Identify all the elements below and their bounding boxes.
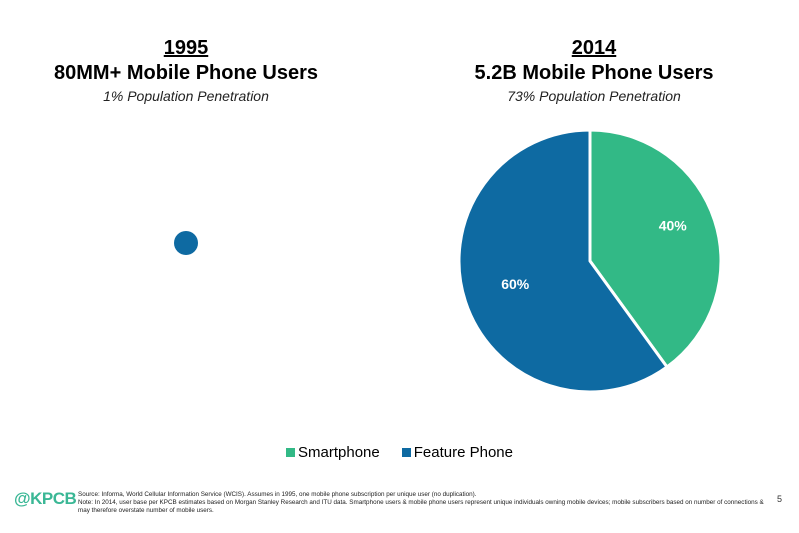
chart-legend: Smartphone Feature Phone (0, 444, 799, 461)
right-year-title: 2014 (571, 37, 617, 59)
page-number: 5 (777, 494, 783, 504)
legend-label-smartphone: Smartphone (298, 444, 380, 461)
pie-2014-smartphone-label: 40% (659, 217, 688, 233)
left-subtitle: 1% Population Penetration (103, 88, 269, 104)
legend-item-feature-phone: Feature Phone (401, 444, 513, 461)
right-subtitle: 73% Population Penetration (507, 88, 681, 104)
pie-2014-feature-phone-label: 60% (501, 276, 530, 292)
right-panel-header: 2014 5.2B Mobile Phone Users 73% Populat… (394, 36, 794, 106)
left-headline: 80MM+ Mobile Phone Users (54, 62, 318, 84)
left-year-title: 1995 (163, 37, 209, 59)
methodology-note: Note: In 2014, user base per KPCB estima… (78, 499, 764, 514)
source-note: Source: Informa, World Cellular Informat… (78, 491, 477, 498)
kpcb-logo: @KPCB (14, 489, 77, 508)
legend-label-feature-phone: Feature Phone (413, 444, 513, 461)
legend-swatch-feature-phone (401, 448, 411, 457)
pie-1995-feature-phone-slice (174, 231, 198, 255)
legend-swatch-smartphone (286, 448, 296, 457)
legend-item-smartphone: Smartphone (286, 444, 380, 461)
footnotes: Source: Informa, World Cellular Informat… (78, 491, 768, 515)
left-panel-header: 1995 80MM+ Mobile Phone Users 1% Populat… (0, 36, 386, 106)
pie-2014-smartphone-slice (588, 128, 723, 369)
right-headline: 5.2B Mobile Phone Users (474, 62, 714, 84)
pie-2014-feature-phone-slice (457, 128, 669, 394)
